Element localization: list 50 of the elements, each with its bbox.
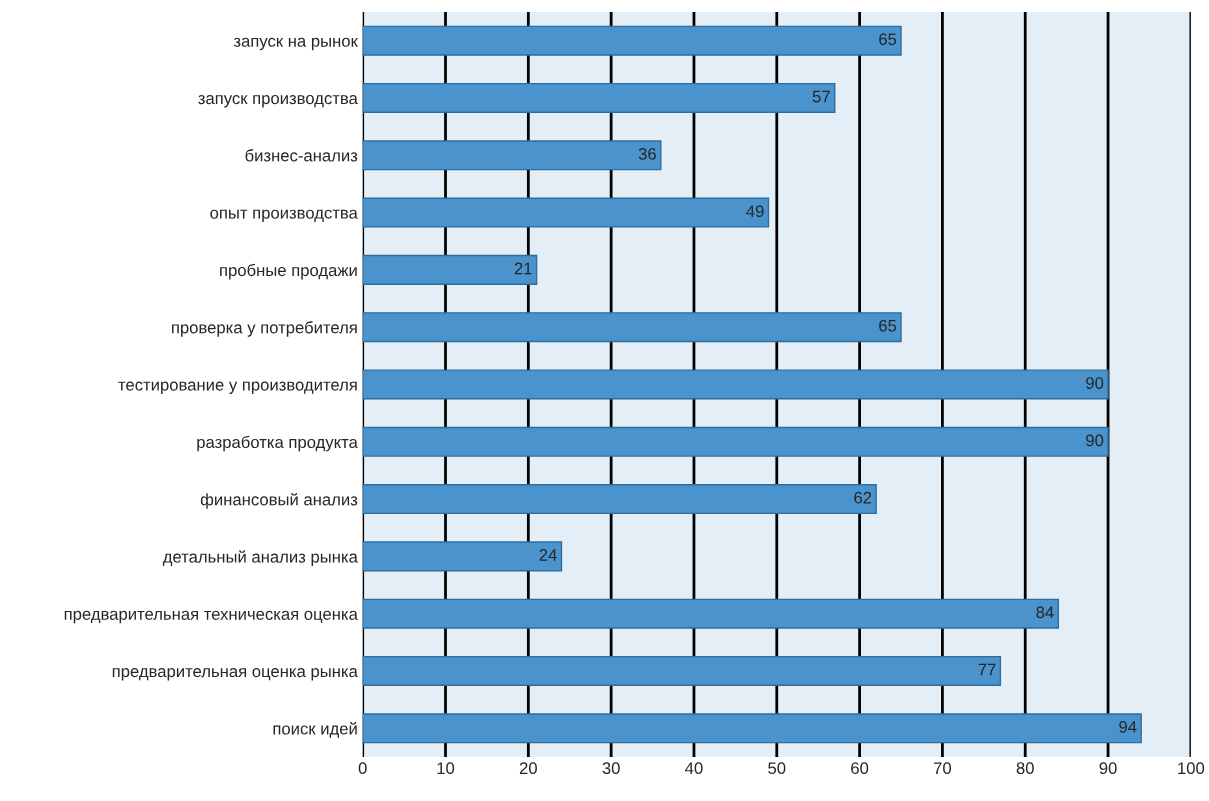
bar: [362, 713, 1142, 744]
data-label: 84: [1036, 606, 1054, 619]
x-tick-label: 50: [768, 762, 786, 775]
bar: [362, 82, 836, 113]
y-tick-label: пробные продажи: [220, 263, 357, 280]
data-label: 21: [514, 262, 532, 275]
bar: [362, 25, 902, 56]
bar: [362, 312, 902, 343]
data-label: 57: [812, 90, 830, 103]
bar: [362, 541, 563, 572]
data-label: 36: [638, 147, 656, 160]
x-tick-label: 60: [851, 762, 869, 775]
data-label: 94: [1119, 720, 1137, 733]
y-tick-label: разработка продукта: [197, 435, 358, 452]
data-label: 62: [854, 491, 872, 504]
x-tick-label: 70: [934, 762, 952, 775]
x-tick-label: 80: [1016, 762, 1034, 775]
bar: [362, 369, 1109, 400]
y-tick-label: проверка у потребителя: [172, 321, 357, 337]
x-tick-label: 10: [437, 762, 455, 775]
y-tick-label: опыт производства: [210, 209, 358, 223]
y-tick-label: детальный анализ рынка: [162, 550, 358, 567]
x-tick-label: 90: [1099, 762, 1117, 775]
data-label: 65: [879, 33, 897, 46]
y-tick-label: поиск идей: [273, 722, 357, 738]
x-tick-label: 100: [1178, 762, 1205, 775]
data-label: 24: [539, 549, 557, 561]
bar: [362, 197, 770, 228]
x-tick-label: 30: [602, 762, 620, 775]
x-tick-label: 40: [685, 762, 703, 775]
data-label: 49: [746, 205, 764, 218]
x-tick-label: 0: [358, 762, 367, 775]
y-tick-label: тестирование у производителя: [118, 381, 357, 394]
bar: [362, 598, 1060, 629]
x-tick-label: 20: [519, 762, 537, 775]
bar: [362, 655, 1002, 687]
bar: [362, 140, 662, 171]
data-label: 90: [1086, 377, 1104, 389]
y-tick-label: запуск на рынок: [233, 37, 358, 51]
bar: [362, 484, 877, 515]
data-label: 90: [1086, 434, 1104, 447]
data-label: 65: [879, 319, 897, 332]
y-tick-label: финансовый анализ: [200, 492, 358, 509]
y-tick-label: предварительная техническая оценка: [64, 610, 358, 624]
data-label: 77: [978, 663, 996, 676]
bar: [362, 254, 538, 285]
y-tick-label: запуск производства: [198, 95, 358, 108]
bar: [362, 426, 1109, 457]
y-tick-label: предварительная оценка рынка: [112, 668, 358, 681]
y-tick-label: бизнес-анализ: [245, 149, 358, 162]
